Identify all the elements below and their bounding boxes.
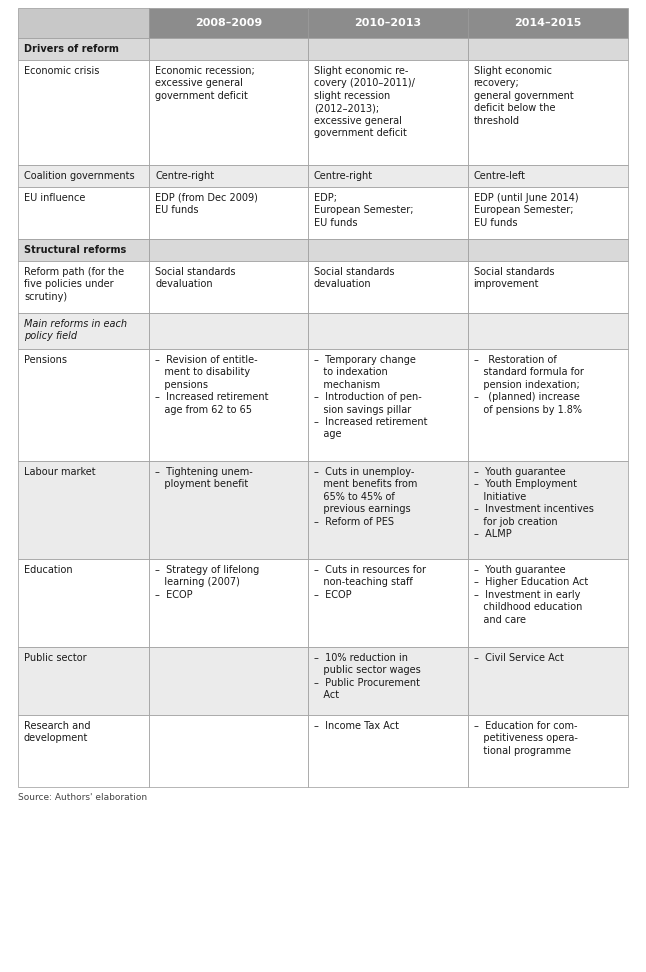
Bar	[468, 349, 628, 461]
Bar	[307, 559, 468, 647]
Bar	[18, 8, 149, 38]
Text: Centre-right: Centre-right	[314, 171, 373, 181]
Bar	[307, 38, 468, 60]
Bar	[18, 165, 149, 187]
Text: 2008–2009: 2008–2009	[195, 18, 262, 28]
Text: Slight economic re-
covery (2010–2011)/
slight recession
(2012–2013);
excessive : Slight economic re- covery (2010–2011)/ …	[314, 66, 415, 138]
Text: Structural reforms: Structural reforms	[24, 245, 126, 255]
Text: –  Income Tax Act: – Income Tax Act	[314, 721, 399, 731]
Text: Economic crisis: Economic crisis	[24, 66, 99, 76]
Text: Source: Authors' elaboration: Source: Authors' elaboration	[18, 793, 147, 802]
Bar	[468, 187, 628, 239]
Text: EU influence: EU influence	[24, 193, 85, 203]
Text: Research and
development: Research and development	[24, 721, 90, 744]
Bar	[149, 8, 307, 38]
Text: EDP (from Dec 2009)
EU funds: EDP (from Dec 2009) EU funds	[155, 193, 258, 216]
Bar	[18, 559, 149, 647]
Text: Social standards
devaluation: Social standards devaluation	[155, 267, 236, 290]
Bar	[468, 60, 628, 165]
Text: 2010–2013: 2010–2013	[354, 18, 421, 28]
Bar	[307, 8, 468, 38]
Bar	[468, 239, 628, 261]
Text: Drivers of reform: Drivers of reform	[24, 44, 119, 54]
Bar	[18, 261, 149, 313]
Text: Public sector: Public sector	[24, 653, 87, 663]
Text: Social standards
improvement: Social standards improvement	[474, 267, 554, 290]
Text: –  Youth guarantee
–  Youth Employment
   Initiative
–  Investment incentives
  : – Youth guarantee – Youth Employment Ini…	[474, 467, 594, 539]
Bar	[18, 313, 149, 349]
Bar	[149, 60, 307, 165]
Bar	[18, 60, 149, 165]
Bar	[307, 349, 468, 461]
Bar	[149, 715, 307, 787]
Text: –  Education for com-
   petitiveness opera-
   tional programme: – Education for com- petitiveness opera-…	[474, 721, 578, 756]
Bar	[149, 165, 307, 187]
Text: Social standards
devaluation: Social standards devaluation	[314, 267, 394, 290]
Bar	[307, 239, 468, 261]
Bar	[149, 461, 307, 559]
Text: –  Temporary change
   to indexation
   mechanism
–  Introduction of pen-
   sio: – Temporary change to indexation mechani…	[314, 355, 427, 439]
Text: –  Cuts in resources for
   non-teaching staff
–  ECOP: – Cuts in resources for non-teaching sta…	[314, 565, 426, 600]
Bar	[18, 461, 149, 559]
Bar	[307, 461, 468, 559]
Text: –  Cuts in unemploy-
   ment benefits from
   65% to 45% of
   previous earnings: – Cuts in unemploy- ment benefits from 6…	[314, 467, 417, 527]
Text: Slight economic
recovery;
general government
deficit below the
threshold: Slight economic recovery; general govern…	[474, 66, 573, 125]
Bar	[307, 715, 468, 787]
Text: –  10% reduction in
   public sector wages
–  Public Procurement
   Act: – 10% reduction in public sector wages –…	[314, 653, 421, 700]
Bar	[18, 715, 149, 787]
Bar	[307, 313, 468, 349]
Bar	[18, 187, 149, 239]
Bar	[18, 38, 149, 60]
Text: EDP (until June 2014)
European Semester;
EU funds: EDP (until June 2014) European Semester;…	[474, 193, 578, 227]
Text: Labour market: Labour market	[24, 467, 96, 477]
Text: Centre-left: Centre-left	[474, 171, 526, 181]
Bar	[307, 165, 468, 187]
Text: Centre-right: Centre-right	[155, 171, 214, 181]
Text: Reform path (for the
five policies under
scrutiny): Reform path (for the five policies under…	[24, 267, 124, 301]
Bar	[468, 261, 628, 313]
Text: –   Restoration of
   standard formula for
   pension indexation;
–   (planned) : – Restoration of standard formula for pe…	[474, 355, 583, 415]
Text: 2014–2015: 2014–2015	[514, 18, 581, 28]
Text: –  Strategy of lifelong
   learning (2007)
–  ECOP: – Strategy of lifelong learning (2007) –…	[155, 565, 260, 600]
Bar	[18, 239, 149, 261]
Bar	[307, 60, 468, 165]
Bar	[307, 187, 468, 239]
Bar	[468, 461, 628, 559]
Text: Economic recession;
excessive general
government deficit: Economic recession; excessive general go…	[155, 66, 255, 101]
Bar	[149, 349, 307, 461]
Text: Pensions: Pensions	[24, 355, 67, 365]
Bar	[468, 38, 628, 60]
Text: –  Civil Service Act: – Civil Service Act	[474, 653, 563, 663]
Bar	[468, 647, 628, 715]
Bar	[307, 647, 468, 715]
Text: –  Tightening unem-
   ployment benefit: – Tightening unem- ployment benefit	[155, 467, 253, 489]
Bar	[149, 187, 307, 239]
Bar	[149, 559, 307, 647]
Text: Coalition governments: Coalition governments	[24, 171, 134, 181]
Bar	[18, 349, 149, 461]
Bar	[149, 313, 307, 349]
Bar	[149, 261, 307, 313]
Bar	[468, 313, 628, 349]
Bar	[307, 261, 468, 313]
Text: Main reforms in each
policy field: Main reforms in each policy field	[24, 319, 127, 341]
Bar	[149, 647, 307, 715]
Text: EDP;
European Semester;
EU funds: EDP; European Semester; EU funds	[314, 193, 413, 227]
Text: –  Revision of entitle-
   ment to disability
   pensions
–  Increased retiremen: – Revision of entitle- ment to disabilit…	[155, 355, 269, 415]
Bar	[149, 38, 307, 60]
Text: –  Youth guarantee
–  Higher Education Act
–  Investment in early
   childhood e: – Youth guarantee – Higher Education Act…	[474, 565, 588, 625]
Bar	[468, 165, 628, 187]
Bar	[18, 647, 149, 715]
Bar	[149, 239, 307, 261]
Text: Education: Education	[24, 565, 72, 575]
Bar	[468, 715, 628, 787]
Bar	[468, 8, 628, 38]
Bar	[468, 559, 628, 647]
